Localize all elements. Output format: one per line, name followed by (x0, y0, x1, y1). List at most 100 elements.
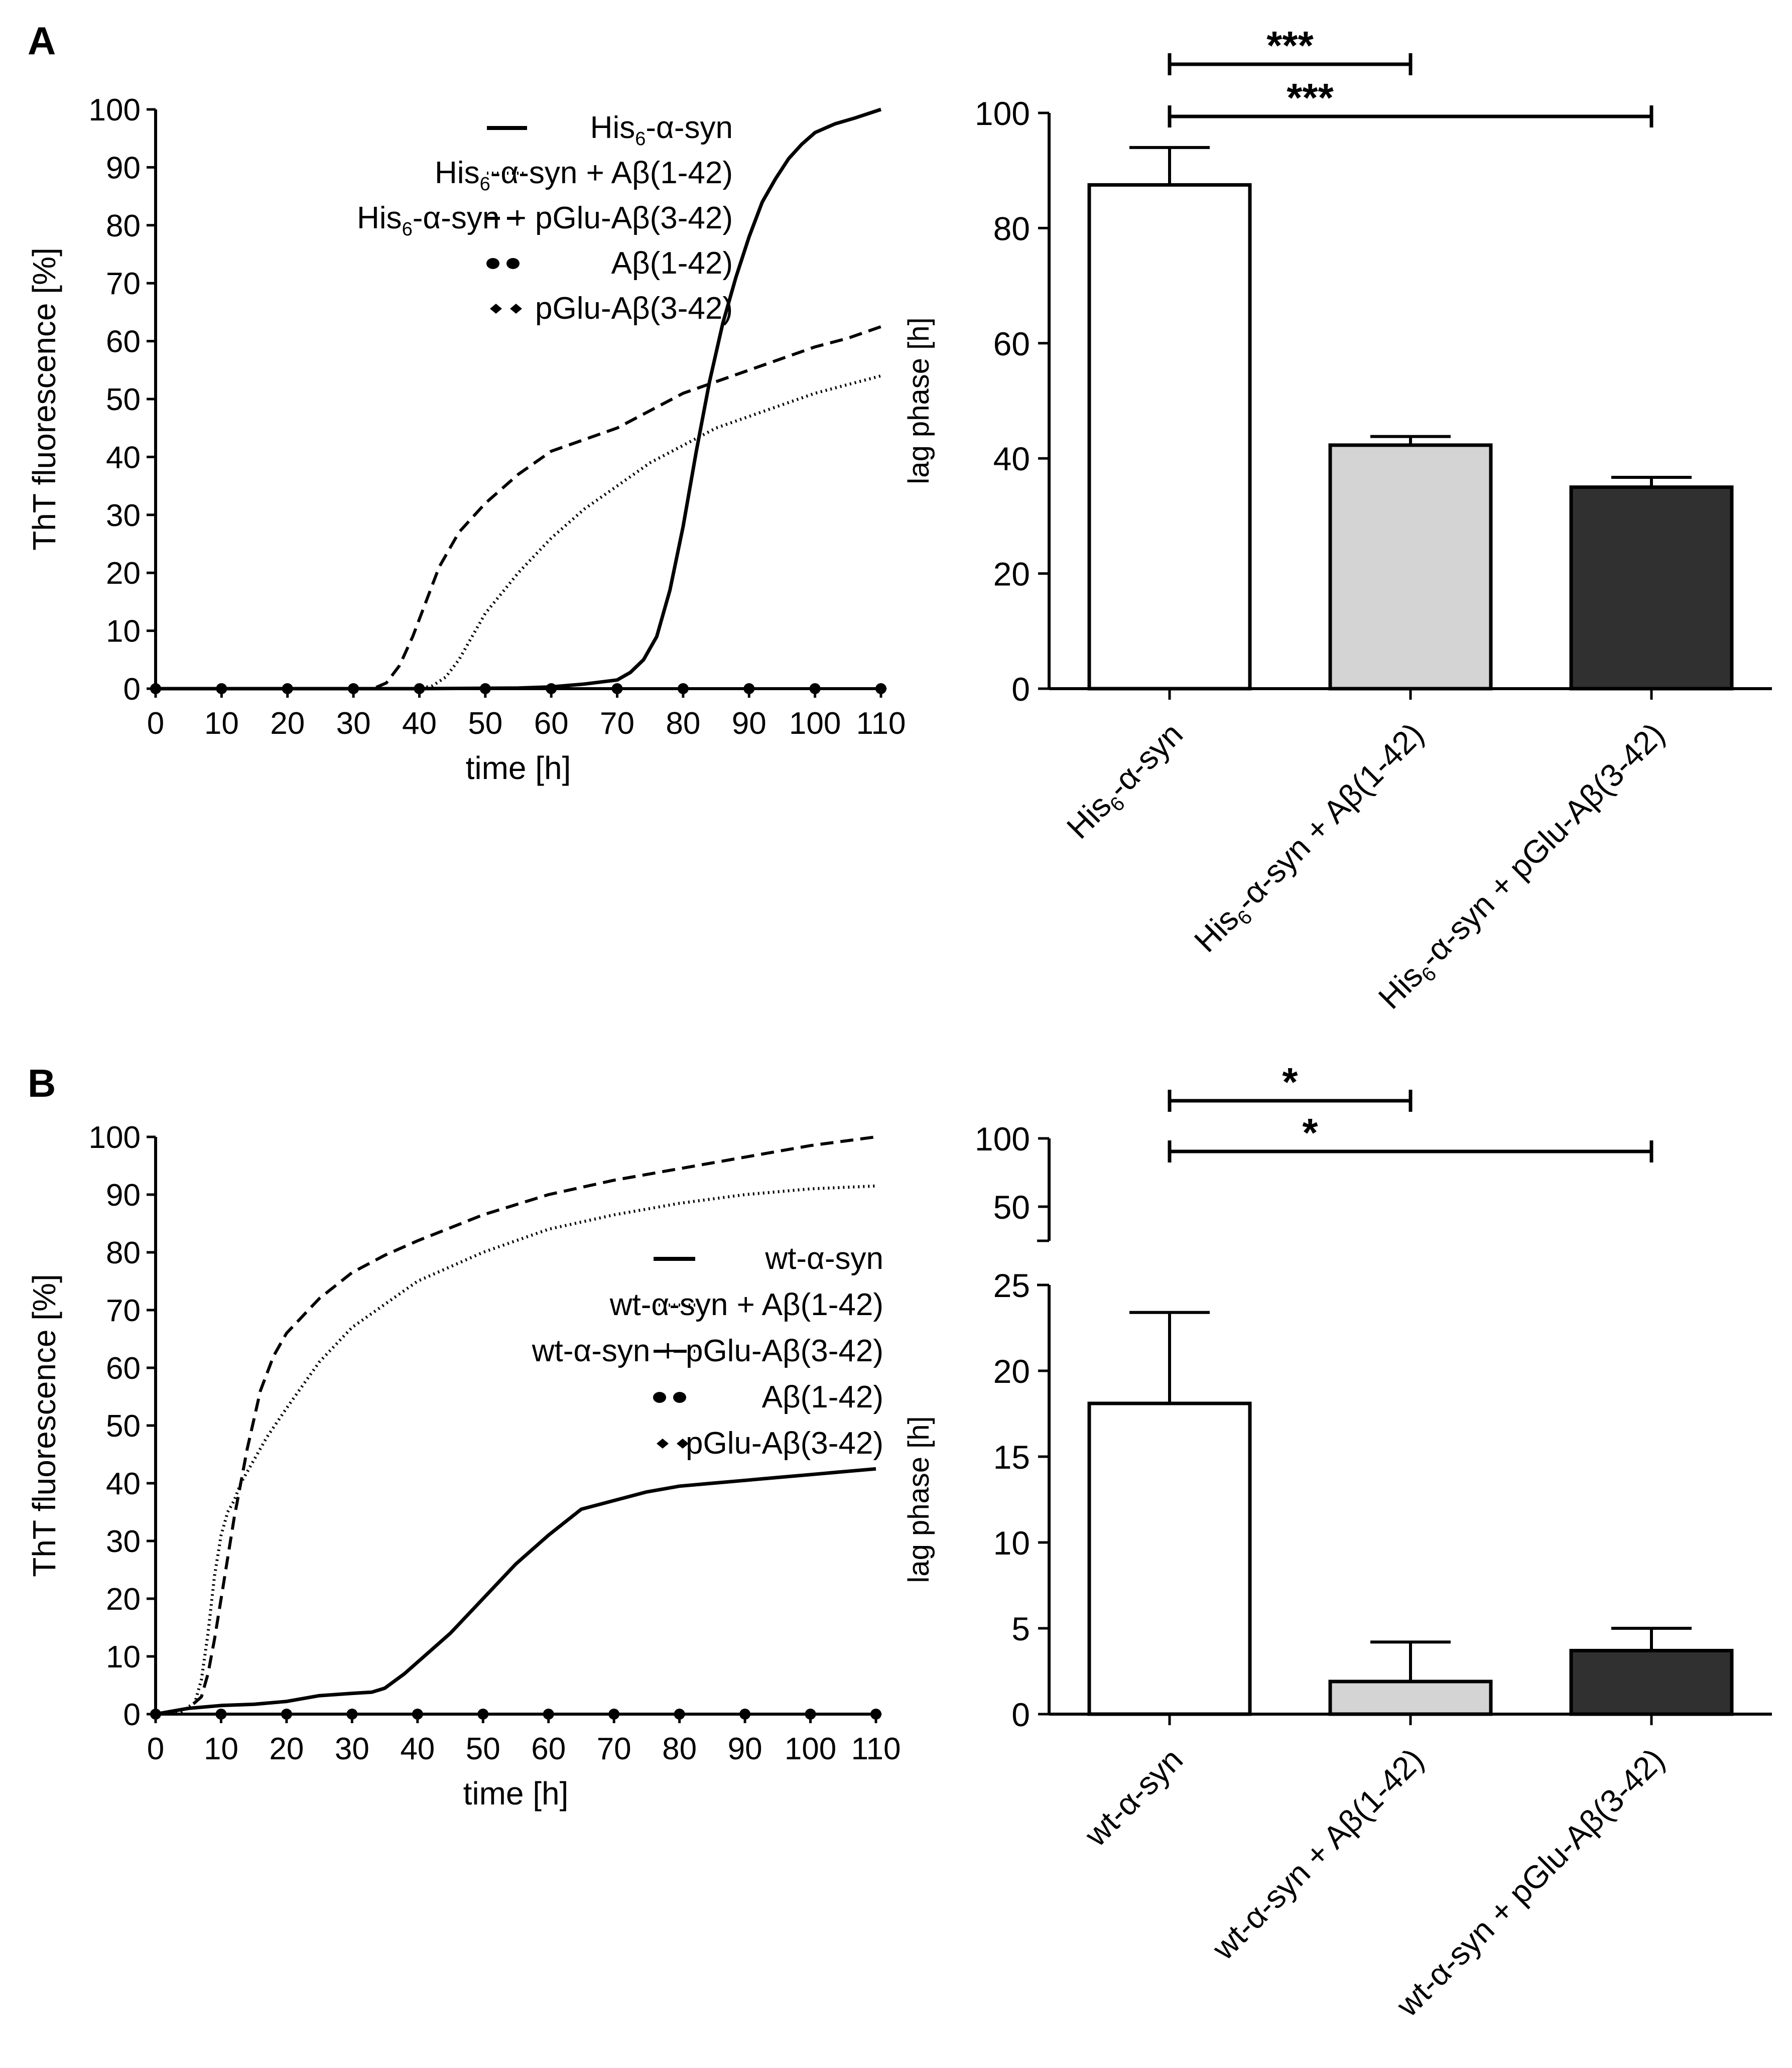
legend-label-sub: 6 (635, 128, 646, 150)
x-tick-label: 30 (335, 1732, 369, 1766)
legend-label: wt-α-syn + pGlu-Aβ(3-42) (532, 1334, 883, 1368)
data-point-diamond (281, 683, 294, 694)
data-point-diamond (479, 683, 491, 694)
x-tick-label-rest: -α-syn (1100, 716, 1190, 805)
x-tick-label: wt-α-syn (1077, 1741, 1190, 1854)
y-tick-label: 5 (1011, 1610, 1030, 1647)
legend-label: Aβ(1-42) (762, 1380, 883, 1414)
data-point-diamond (870, 1709, 882, 1720)
y-tick-label: 20 (993, 556, 1030, 593)
data-point-diamond (346, 1709, 358, 1720)
x-tick-label: His6-α-syn + pGlu-Aβ(3-42) (1371, 716, 1675, 1019)
y-tick-label: 20 (993, 1353, 1030, 1390)
x-tick-label: 90 (732, 706, 766, 741)
y-tick-label: 80 (106, 209, 141, 243)
data-point-diamond (673, 1709, 686, 1720)
bar (1328, 1679, 1493, 1716)
legend-label-main: Aβ(1-42) (762, 1380, 883, 1414)
x-tick-label: 40 (400, 1732, 435, 1766)
legend-circle-markers-marker-1 (486, 258, 499, 269)
legend-label: His6-α-syn + Aβ(1-42) (435, 156, 733, 195)
y-tick-label: 80 (993, 210, 1030, 247)
legend-label: wt-α-syn (764, 1241, 883, 1276)
panel-label-b: B (28, 1061, 56, 1105)
chart-a-line: 0 10 20 30 40 50 60 70 80 90 100 0 10 20 30 40 50 60 70 80 9… (26, 93, 906, 786)
x-tick-label-main: wt-α-syn + pGlu-Aβ(3-42) (1389, 1741, 1672, 2024)
legend-label-rest: Aβ(1-42) (611, 246, 733, 281)
legend-label-rest: -α-syn (646, 110, 733, 145)
legend-label: pGlu-Aβ(3-42) (535, 291, 733, 326)
bar (1328, 443, 1493, 691)
legend-label: His6-α-syn + pGlu-Aβ(3-42) (357, 201, 733, 240)
y-tick-label: 70 (106, 267, 141, 301)
y-tick-label: 10 (106, 1640, 141, 1674)
x-tick-label: 50 (466, 1732, 500, 1766)
legend-diamond-markers-marker-1 (490, 304, 502, 314)
legend-label-sub: 6 (480, 174, 490, 195)
legend-label-rest: -α-syn + Aβ(1-42) (490, 156, 733, 190)
x-tick-label-main: wt-α-syn + Aβ(1-42) (1205, 1741, 1431, 1967)
bar (1569, 1648, 1734, 1716)
x-tick-label: 80 (666, 706, 700, 741)
y-tick-label: 80 (106, 1236, 141, 1270)
x-tick-label: 0 (147, 706, 164, 741)
y-tick-label-upper: 50 (993, 1189, 1030, 1226)
x-tick-label: 20 (269, 1732, 304, 1766)
series-solid (155, 1467, 876, 1716)
y-tick-label: 60 (993, 325, 1030, 362)
legend-diamond-markers-marker-1 (657, 1439, 669, 1449)
legend-label-main: pGlu-Aβ(3-42) (686, 1426, 883, 1461)
x-tick-label: 30 (336, 706, 371, 741)
y-axis-label: ThT fluorescence [%] (26, 1274, 62, 1577)
y-tick-label: 10 (106, 614, 141, 649)
y-tick-label: 30 (106, 1524, 141, 1559)
panel-label-a: A (28, 19, 56, 63)
legend-circle-markers-marker-1 (653, 1392, 666, 1403)
y-tick-label: 0 (1011, 1696, 1030, 1733)
x-tick-label: 10 (204, 1732, 238, 1766)
x-tick-label-main: His (1187, 900, 1245, 959)
x-tick-label-rest: -α-syn + Aβ(1-42) (1228, 716, 1431, 919)
legend-label-main: wt-α-syn + pGlu-Aβ(3-42) (532, 1334, 883, 1368)
y-tick-label: 15 (993, 1439, 1030, 1476)
x-tick-label: 60 (531, 1732, 566, 1766)
series-solid (156, 107, 882, 691)
y-tick-label: 0 (123, 1698, 141, 1732)
x-tick-label: 10 (204, 706, 239, 741)
legend-label-main: wt-α-syn + Aβ(1-42) (609, 1287, 883, 1322)
bar (1569, 485, 1734, 691)
significance-label: *** (1266, 23, 1314, 68)
series-dashed (155, 1135, 876, 1716)
y-tick-label: 50 (106, 1409, 141, 1444)
y-tick-label: 60 (106, 325, 141, 359)
legend-diamond-markers-marker-2 (677, 1439, 689, 1449)
data-point-diamond (347, 683, 360, 694)
x-tick-label: 0 (147, 1732, 164, 1766)
x-tick-label: 40 (402, 706, 437, 741)
x-tick-label-main: wt-α-syn (1077, 1741, 1190, 1854)
y-tick-label: 20 (106, 556, 141, 591)
data-point-diamond (411, 1709, 424, 1720)
y-tick-label: 10 (993, 1524, 1030, 1562)
x-tick-label: 70 (600, 706, 634, 741)
data-point-diamond (875, 683, 887, 694)
legend-label-main: wt-α-syn (764, 1241, 883, 1276)
legend-label: pGlu-Aβ(3-42) (686, 1426, 883, 1461)
y-tick-label-upper: 100 (975, 1120, 1030, 1157)
x-tick-label: 110 (851, 1732, 901, 1766)
y-tick-label: 30 (106, 498, 141, 533)
x-tick-label-rest: -α-syn + pGlu-Aβ(3-42) (1412, 716, 1672, 975)
legend-label: His6-α-syn (590, 110, 733, 150)
y-tick-label: 20 (106, 1582, 141, 1617)
data-point-diamond (215, 1709, 227, 1720)
data-point-diamond (743, 683, 755, 694)
y-tick-label: 0 (123, 672, 141, 707)
data-point-diamond (477, 1709, 489, 1720)
legend-label-main: His (357, 201, 402, 235)
x-tick-label: wt-α-syn + pGlu-Aβ(3-42) (1389, 1741, 1672, 2024)
y-axis-label: lag phase [h] (903, 1416, 935, 1583)
x-tick-label: 50 (468, 706, 502, 741)
legend-label: Aβ(1-42) (611, 246, 733, 281)
